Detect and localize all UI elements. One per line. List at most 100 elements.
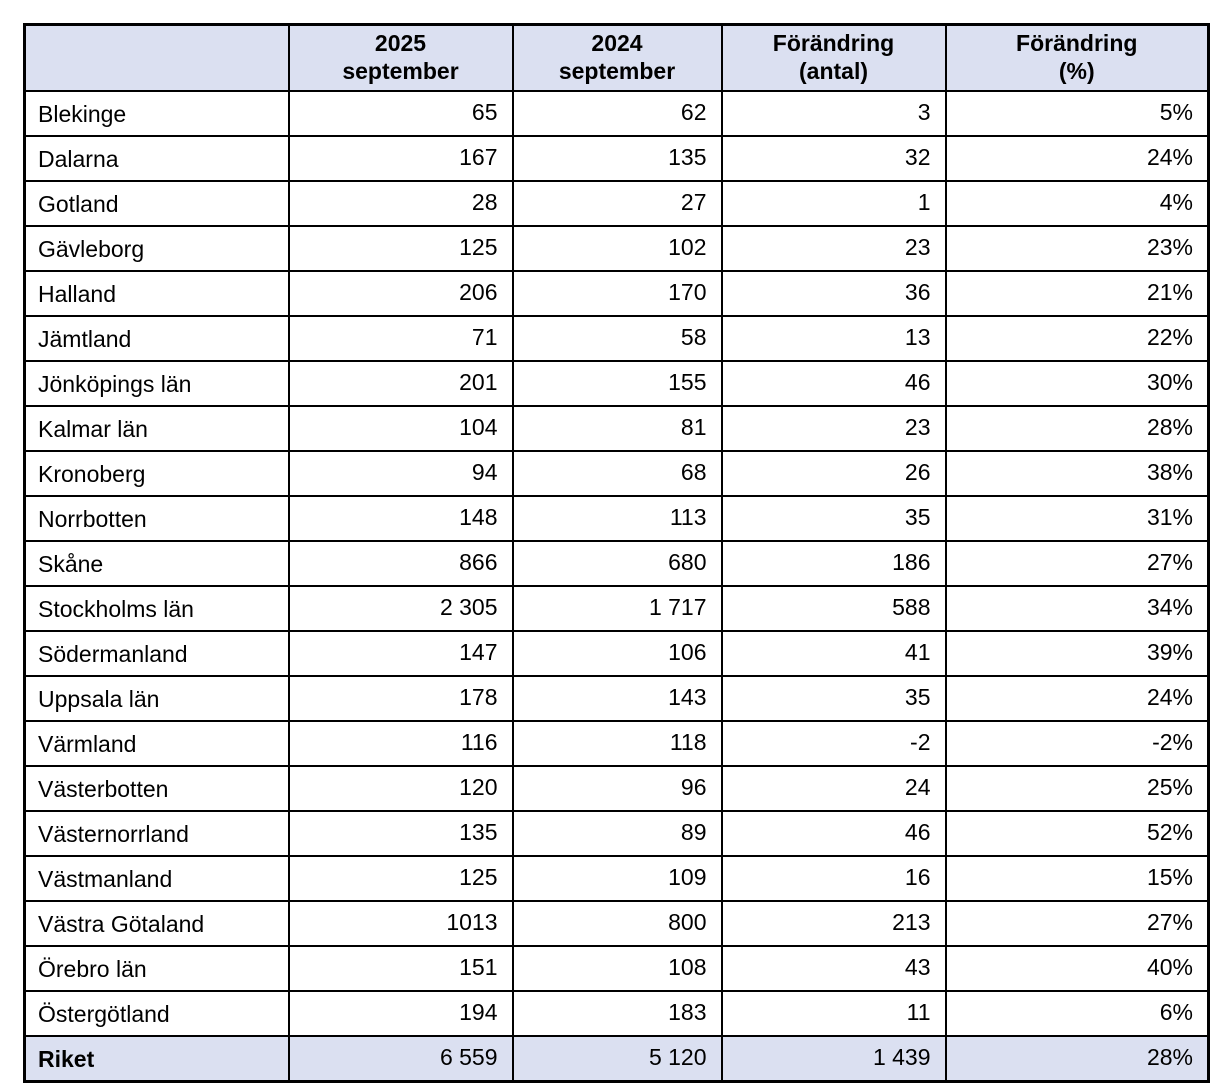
region-name: Östergötland <box>23 990 290 1037</box>
header-2024-line2: september <box>558 58 676 84</box>
value-2024: 106 <box>511 630 723 677</box>
total-change-count: 1 439 <box>720 1035 947 1083</box>
value-2024: 113 <box>511 495 723 542</box>
region-name: Stockholms län <box>23 585 290 632</box>
change-percent: 27% <box>944 900 1210 947</box>
value-2025: 125 <box>287 855 514 902</box>
value-2025: 201 <box>287 360 514 407</box>
region-name: Halland <box>23 270 290 317</box>
change-count: 23 <box>720 405 947 452</box>
table-row: Gotland 28 27 1 4% <box>23 180 1210 227</box>
change-percent: 15% <box>944 855 1210 902</box>
change-percent: 39% <box>944 630 1210 677</box>
table-row: Blekinge 65 62 3 5% <box>23 90 1210 137</box>
change-percent: 28% <box>944 405 1210 452</box>
value-2025: 2 305 <box>287 585 514 632</box>
total-change-percent: 28% <box>944 1035 1210 1083</box>
change-count: 35 <box>720 675 947 722</box>
header-region-blank <box>23 23 290 92</box>
table-row: Västerbotten 120 96 24 25% <box>23 765 1210 812</box>
change-count: 41 <box>720 630 947 677</box>
value-2025: 1013 <box>287 900 514 947</box>
region-name: Blekinge <box>23 90 290 137</box>
header-row: 2025 september 2024 september Förändring… <box>23 23 1210 92</box>
region-name: Uppsala län <box>23 675 290 722</box>
region-name: Kalmar län <box>23 405 290 452</box>
table-row: Västmanland 125 109 16 15% <box>23 855 1210 902</box>
change-percent: 25% <box>944 765 1210 812</box>
change-count: 46 <box>720 360 947 407</box>
change-count: 16 <box>720 855 947 902</box>
regions-table-container: 2025 september 2024 september Förändring… <box>23 23 1210 1083</box>
value-2024: 143 <box>511 675 723 722</box>
change-count: 11 <box>720 990 947 1037</box>
value-2025: 71 <box>287 315 514 362</box>
table-row: Dalarna 167 135 32 24% <box>23 135 1210 182</box>
value-2024: 155 <box>511 360 723 407</box>
header-2025-september: 2025 september <box>287 23 514 92</box>
value-2024: 183 <box>511 990 723 1037</box>
value-2024: 102 <box>511 225 723 272</box>
table-body: Blekinge 65 62 3 5% Dalarna 167 135 32 2… <box>23 90 1210 1037</box>
value-2024: 108 <box>511 945 723 992</box>
region-name: Örebro län <box>23 945 290 992</box>
table-row: Södermanland 147 106 41 39% <box>23 630 1210 677</box>
value-2025: 866 <box>287 540 514 587</box>
region-name: Gävleborg <box>23 225 290 272</box>
change-percent: 5% <box>944 90 1210 137</box>
region-name: Västmanland <box>23 855 290 902</box>
region-name: Dalarna <box>23 135 290 182</box>
change-percent: 24% <box>944 675 1210 722</box>
value-2024: 800 <box>511 900 723 947</box>
regions-comparison-table: 2025 september 2024 september Förändring… <box>23 23 1210 1083</box>
value-2024: 135 <box>511 135 723 182</box>
change-percent: -2% <box>944 720 1210 767</box>
value-2025: 116 <box>287 720 514 767</box>
change-count: 46 <box>720 810 947 857</box>
table-row: Jönköpings län 201 155 46 30% <box>23 360 1210 407</box>
value-2024: 109 <box>511 855 723 902</box>
change-count: 1 <box>720 180 947 227</box>
change-percent: 40% <box>944 945 1210 992</box>
change-percent: 30% <box>944 360 1210 407</box>
table-row: Kronoberg 94 68 26 38% <box>23 450 1210 497</box>
value-2024: 27 <box>511 180 723 227</box>
value-2025: 104 <box>287 405 514 452</box>
value-2025: 148 <box>287 495 514 542</box>
change-percent: 27% <box>944 540 1210 587</box>
table-row: Gävleborg 125 102 23 23% <box>23 225 1210 272</box>
change-percent: 23% <box>944 225 1210 272</box>
change-count: 186 <box>720 540 947 587</box>
change-count: 43 <box>720 945 947 992</box>
change-count: 35 <box>720 495 947 542</box>
table-row: Uppsala län 178 143 35 24% <box>23 675 1210 722</box>
region-name: Västernorrland <box>23 810 290 857</box>
value-2024: 96 <box>511 765 723 812</box>
value-2024: 68 <box>511 450 723 497</box>
table-row: Västra Götaland 1013 800 213 27% <box>23 900 1210 947</box>
change-percent: 22% <box>944 315 1210 362</box>
change-count: 588 <box>720 585 947 632</box>
change-count: 213 <box>720 900 947 947</box>
table-row: Skåne 866 680 186 27% <box>23 540 1210 587</box>
region-name: Södermanland <box>23 630 290 677</box>
header-change-count-line2: (antal) <box>799 58 868 84</box>
table-row: Östergötland 194 183 11 6% <box>23 990 1210 1037</box>
table-row: Örebro län 151 108 43 40% <box>23 945 1210 992</box>
change-count: 36 <box>720 270 947 317</box>
change-percent: 52% <box>944 810 1210 857</box>
header-change-count: Förändring (antal) <box>720 23 947 92</box>
change-count: 23 <box>720 225 947 272</box>
total-row: Riket 6 559 5 120 1 439 28% <box>23 1035 1210 1083</box>
change-count: 3 <box>720 90 947 137</box>
header-change-percent-line1: Förändring <box>1016 29 1138 56</box>
region-name: Västerbotten <box>23 765 290 812</box>
change-count: -2 <box>720 720 947 767</box>
value-2025: 206 <box>287 270 514 317</box>
value-2025: 151 <box>287 945 514 992</box>
header-2025-line2: september <box>342 58 459 84</box>
region-name: Kronoberg <box>23 450 290 497</box>
value-2024: 89 <box>511 810 723 857</box>
table-row: Jämtland 71 58 13 22% <box>23 315 1210 362</box>
change-percent: 4% <box>944 180 1210 227</box>
